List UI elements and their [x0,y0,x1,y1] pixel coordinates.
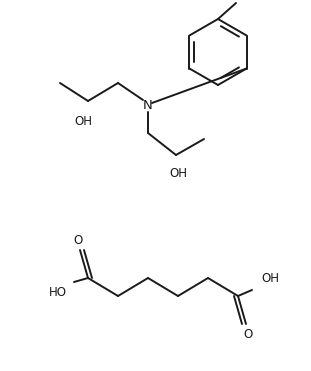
Text: HO: HO [49,286,67,299]
Text: O: O [73,233,83,246]
Text: O: O [244,328,253,341]
Text: OH: OH [169,167,187,180]
Text: OH: OH [261,272,279,285]
Text: N: N [143,98,153,112]
Text: OH: OH [74,115,92,128]
